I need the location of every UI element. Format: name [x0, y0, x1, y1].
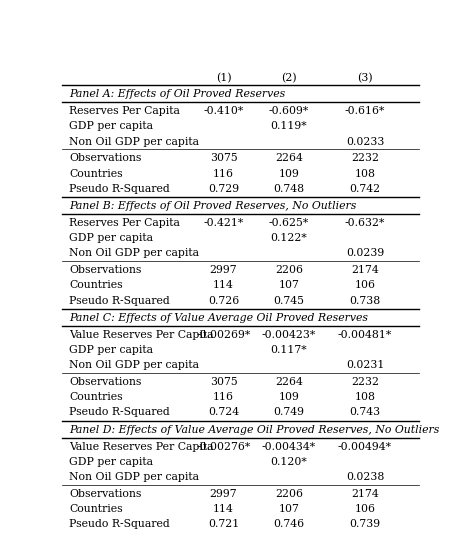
Text: 2232: 2232	[351, 377, 379, 387]
Text: Non Oil GDP per capita: Non Oil GDP per capita	[69, 136, 199, 146]
Text: Panel C: Effects of Value Average Oil Proved Reserves: Panel C: Effects of Value Average Oil Pr…	[69, 313, 368, 323]
Text: 2174: 2174	[351, 489, 379, 499]
Text: 107: 107	[278, 504, 299, 514]
Text: GDP per capita: GDP per capita	[69, 122, 154, 132]
Text: 0.119*: 0.119*	[271, 122, 307, 132]
Text: Value Reserves Per Capita: Value Reserves Per Capita	[69, 330, 214, 340]
Text: Value Reserves Per Capita: Value Reserves Per Capita	[69, 442, 214, 452]
Text: Observations: Observations	[69, 377, 142, 387]
Text: Pseudo R-Squared: Pseudo R-Squared	[69, 184, 170, 193]
Text: 3075: 3075	[210, 377, 237, 387]
Text: 2997: 2997	[210, 265, 237, 275]
Text: 0.749: 0.749	[273, 407, 304, 418]
Text: 0.729: 0.729	[208, 184, 239, 193]
Text: -0.632*: -0.632*	[345, 218, 385, 228]
Text: -0.609*: -0.609*	[269, 106, 309, 116]
Text: 108: 108	[354, 169, 375, 179]
Text: 108: 108	[354, 392, 375, 402]
Text: Panel B: Effects of Oil Proved Reserves, No Outliers: Panel B: Effects of Oil Proved Reserves,…	[69, 201, 357, 211]
Text: -0.410*: -0.410*	[204, 106, 244, 116]
Text: Reserves Per Capita: Reserves Per Capita	[69, 218, 180, 228]
Text: 3075: 3075	[210, 153, 237, 163]
Text: Observations: Observations	[69, 265, 142, 275]
Text: -0.00494*: -0.00494*	[338, 442, 392, 452]
Text: 0.746: 0.746	[273, 520, 304, 529]
Text: Non Oil GDP per capita: Non Oil GDP per capita	[69, 360, 199, 370]
Text: Countries: Countries	[69, 169, 123, 179]
Text: 0.743: 0.743	[350, 407, 380, 418]
Text: 2206: 2206	[275, 265, 303, 275]
Text: -0.616*: -0.616*	[345, 106, 385, 116]
Text: 106: 106	[354, 504, 375, 514]
Text: 0.721: 0.721	[208, 520, 239, 529]
Text: Countries: Countries	[69, 504, 123, 514]
Text: 0.117*: 0.117*	[271, 345, 307, 355]
Text: -0.00423*: -0.00423*	[262, 330, 316, 340]
Text: 0.0238: 0.0238	[346, 472, 384, 482]
Text: 114: 114	[213, 504, 234, 514]
Text: Reserves Per Capita: Reserves Per Capita	[69, 106, 180, 116]
Text: Pseudo R-Squared: Pseudo R-Squared	[69, 407, 170, 418]
Text: 2206: 2206	[275, 489, 303, 499]
Text: GDP per capita: GDP per capita	[69, 233, 154, 243]
Text: 0.739: 0.739	[350, 520, 380, 529]
Text: 116: 116	[213, 392, 234, 402]
Text: 0.726: 0.726	[208, 295, 239, 306]
Text: Pseudo R-Squared: Pseudo R-Squared	[69, 295, 170, 306]
Text: 116: 116	[213, 169, 234, 179]
Text: 2997: 2997	[210, 489, 237, 499]
Text: 0.742: 0.742	[350, 184, 380, 193]
Text: -0.421*: -0.421*	[204, 218, 244, 228]
Text: 114: 114	[213, 281, 234, 290]
Text: Non Oil GDP per capita: Non Oil GDP per capita	[69, 248, 199, 258]
Text: Non Oil GDP per capita: Non Oil GDP per capita	[69, 472, 199, 482]
Text: 109: 109	[278, 392, 299, 402]
Text: Panel D: Effects of Value Average Oil Proved Reserves, No Outliers: Panel D: Effects of Value Average Oil Pr…	[69, 425, 440, 435]
Text: 106: 106	[354, 281, 375, 290]
Text: 109: 109	[278, 169, 299, 179]
Text: 0.745: 0.745	[273, 295, 304, 306]
Text: Countries: Countries	[69, 281, 123, 290]
Text: Observations: Observations	[69, 489, 142, 499]
Text: 0.724: 0.724	[208, 407, 239, 418]
Text: 2264: 2264	[275, 377, 303, 387]
Text: -0.00269*: -0.00269*	[197, 330, 251, 340]
Text: Observations: Observations	[69, 153, 142, 163]
Text: -0.00276*: -0.00276*	[197, 442, 251, 452]
Text: 0.122*: 0.122*	[271, 233, 307, 243]
Text: 0.0233: 0.0233	[346, 136, 384, 146]
Text: 107: 107	[278, 281, 299, 290]
Text: GDP per capita: GDP per capita	[69, 457, 154, 467]
Text: 0.748: 0.748	[273, 184, 304, 193]
Text: 0.738: 0.738	[349, 295, 380, 306]
Text: (1): (1)	[216, 73, 231, 83]
Text: Pseudo R-Squared: Pseudo R-Squared	[69, 520, 170, 529]
Text: Countries: Countries	[69, 392, 123, 402]
Text: -0.00481*: -0.00481*	[338, 330, 392, 340]
Text: -0.00434*: -0.00434*	[262, 442, 316, 452]
Text: Panel A: Effects of Oil Proved Reserves: Panel A: Effects of Oil Proved Reserves	[69, 89, 285, 99]
Text: 2264: 2264	[275, 153, 303, 163]
Text: 2232: 2232	[351, 153, 379, 163]
Text: -0.625*: -0.625*	[269, 218, 309, 228]
Text: 0.120*: 0.120*	[271, 457, 307, 467]
Text: (3): (3)	[357, 73, 373, 83]
Text: 0.0239: 0.0239	[346, 248, 384, 258]
Text: 0.0231: 0.0231	[346, 360, 384, 370]
Text: (2): (2)	[281, 73, 297, 83]
Text: GDP per capita: GDP per capita	[69, 345, 154, 355]
Text: 2174: 2174	[351, 265, 379, 275]
